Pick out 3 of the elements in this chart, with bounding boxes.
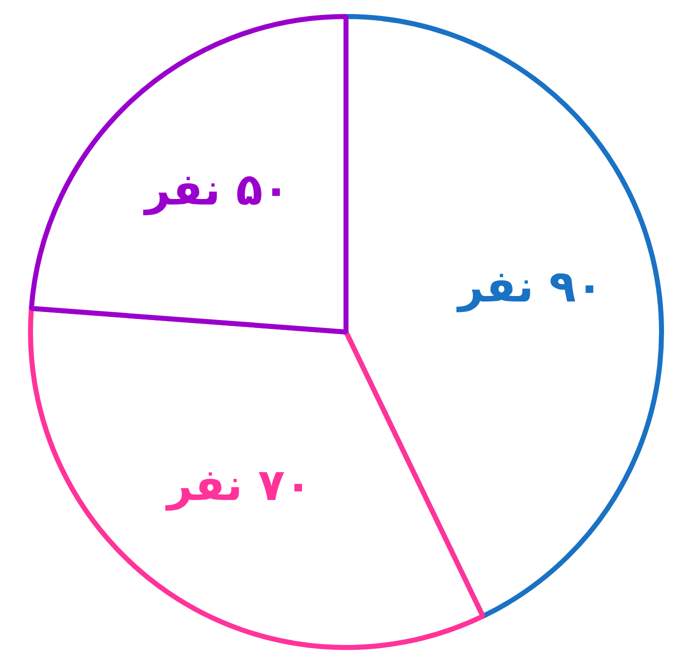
slice-label: ۹۰ نفر <box>456 261 603 312</box>
slice-label: ۵۰ نفر <box>142 164 290 216</box>
slice-label: ۷۰ نفر <box>165 460 312 511</box>
